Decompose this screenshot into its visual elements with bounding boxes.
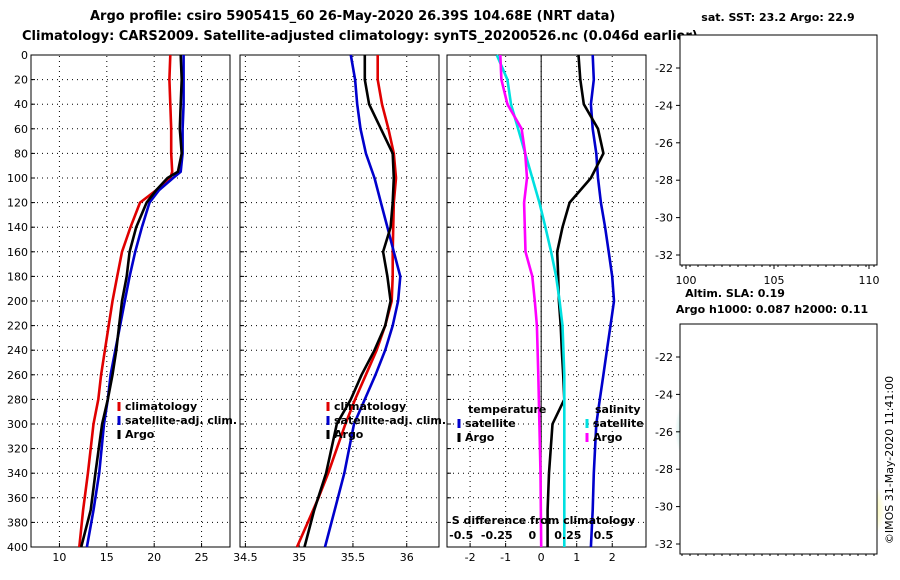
legend-label: satellite-adj. clim. [334,414,446,427]
x-tick-label: 1 [573,551,580,564]
x-tick-label: 20 [147,551,161,564]
legend-label: satellite-adj. clim. [125,414,237,427]
x-tick-label: 15 [100,551,114,564]
depth-tick-label: 120 [7,197,28,210]
x-tick-label: 10 [52,551,66,564]
panel-frame [30,54,231,548]
sst-map-frame [679,34,878,266]
legend-label: Argo [334,428,364,441]
panel-3: -2 -1 0 1 2temperaturesatelliteArgosalinitys… [446,54,647,564]
x-tick-label: 36 [400,551,414,564]
depth-tick-label: 20 [14,74,28,87]
x-tick-label: 35.5 [341,551,366,564]
series-temperature-satellite [589,54,616,548]
depth-tick-label: 340 [7,467,28,480]
x-tick-label: 25 [195,551,209,564]
legend-label: satellite [465,417,516,430]
map-y-tick-label: -26 [655,426,673,439]
legend-label: climatology [334,400,406,413]
depth-tick-label: 0 [21,49,28,62]
map-y-tick-label: -30 [655,212,673,225]
title-line-1: Argo profile: csiro 5905415_60 26-May-20… [90,9,615,24]
legend-label: climatology [125,400,197,413]
x-tick-label: 0 [538,551,545,564]
map-y-tick-label: -22 [655,62,673,75]
map-y-tick-label: -26 [655,137,673,150]
map-y-tick-label: -24 [655,99,673,112]
title-line-2: Climatology: CARS2009. Satellite-adjuste… [22,29,698,44]
series-salinity-argo [499,54,543,548]
legend-label: salinity [595,403,641,416]
credit-text: ©IMOS 31-May-2020 11:41:00 [883,376,896,544]
map-x-tick-label: 105 [764,274,785,287]
panel-grid [32,54,229,548]
x2-axis-label: S difference from climatology [452,514,636,527]
sst-map-title: sat. SST: 23.2 Argo: 22.9 [701,11,854,24]
panel-frame [239,54,440,548]
legend-label: Argo [465,431,495,444]
map-y-tick-label: -24 [655,388,673,401]
depth-tick-label: 40 [14,98,28,111]
depth-tick-label: 320 [7,443,28,456]
map-y-tick-label: -28 [655,463,673,476]
depth-tick-label: 160 [7,246,28,259]
x2-tick-label: -0.5 [449,529,473,542]
sla-map-frame [679,323,878,555]
x-tick-label: 2 [609,551,616,564]
map-y-tick-label: -32 [655,538,673,551]
map-y-tick-label: -28 [655,174,673,187]
depth-tick-label: 200 [7,295,28,308]
legend-label: satellite [593,417,644,430]
depth-tick-label: 180 [7,270,28,283]
x2-tick-label: 0 [528,529,536,542]
legend-label: Argo [125,428,155,441]
sla-map-title-2: Argo h1000: 0.087 h2000: 0.11 [676,303,868,316]
depth-tick-label: 360 [7,492,28,505]
map-x-tick-label: 100 [676,274,697,287]
depth-tick-label: 80 [14,147,28,160]
series-temperature-argo [546,54,605,547]
x-tick-label: 35 [292,551,306,564]
x-tick-label: 34.5 [233,551,258,564]
x2-tick-label: 0.5 [594,529,614,542]
sla-map-title-1: Altim. SLA: 0.19 [685,287,785,300]
panel-grid [241,54,438,548]
depth-tick-label: 260 [7,369,28,382]
map-y-tick-label: -22 [655,351,673,364]
depth-tick-label: 100 [7,172,28,185]
depth-tick-label: 280 [7,393,28,406]
series-argo [303,55,396,548]
series-argo [79,54,183,548]
panel-1: 0 20 40 60 80 100 120 140 160 180 200 220 240 260 280 3… [7,49,237,564]
depth-tick-label: 400 [7,541,28,554]
depth-tick-label: 220 [7,320,28,333]
depth-tick-label: 380 [7,516,28,529]
map-y-tick-label: -30 [655,501,673,514]
legend-label: Argo [593,431,623,444]
legend-label: temperature [468,403,546,416]
panel-frame [446,54,647,548]
x-tick-label: -1 [500,551,511,564]
x-tick-label: -2 [465,551,476,564]
depth-tick-label: 240 [7,344,28,357]
depth-tick-label: 140 [7,221,28,234]
series-climatology [78,54,174,548]
x2-tick-label: -0.25 [481,529,513,542]
x2-tick-label: 0.25 [554,529,581,542]
map-y-tick-label: -32 [655,249,673,262]
depth-tick-label: 60 [14,123,28,136]
series-satellite-adj-clim- [323,54,402,548]
map-x-tick-label: 110 [859,274,880,287]
depth-tick-label: 300 [7,418,28,431]
